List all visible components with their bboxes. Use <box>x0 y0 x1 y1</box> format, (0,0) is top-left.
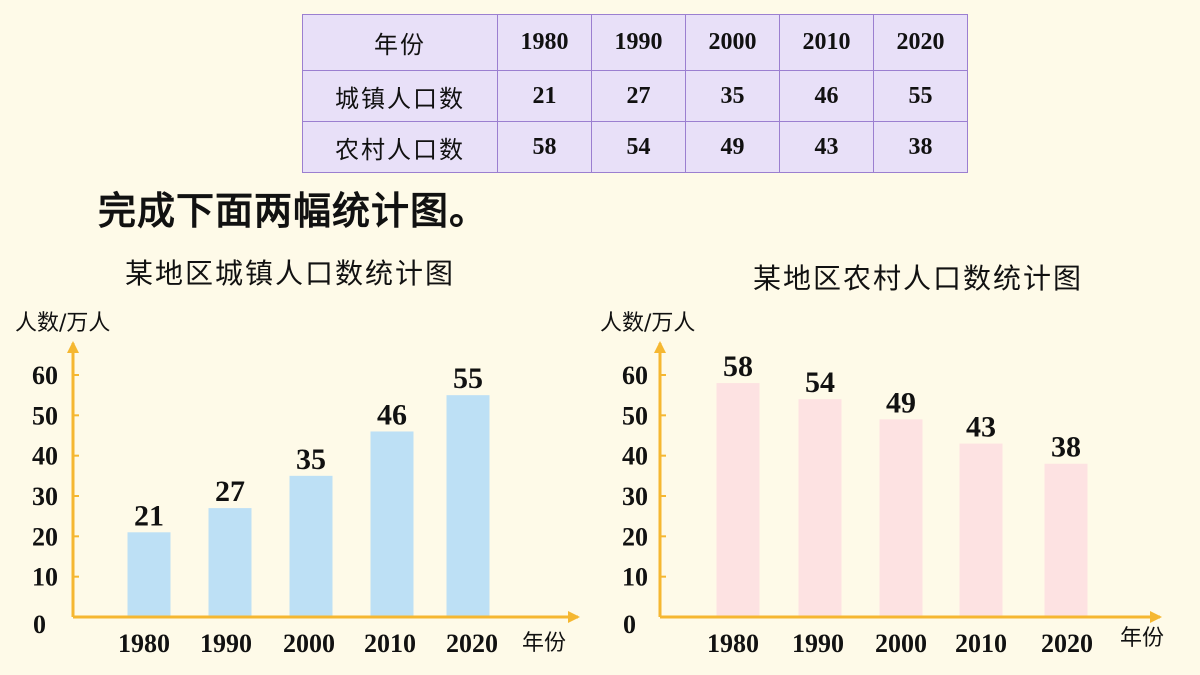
table-header-label: 年份 <box>302 14 498 71</box>
bar <box>798 399 842 617</box>
bar <box>1044 463 1088 617</box>
y-tick-label: 60 <box>622 361 648 390</box>
y-tick-label: 0 <box>33 610 46 639</box>
y-tick-label: 50 <box>622 401 648 430</box>
table-row-urban: 城镇人口数 21 27 35 46 55 <box>302 70 968 122</box>
x-tick-label: 2020 <box>446 629 498 658</box>
y-axis-label: 人数/万人 <box>15 311 110 336</box>
x-tick-label: 1980 <box>118 629 170 658</box>
y-tick-label: 60 <box>32 361 58 390</box>
bar <box>959 443 1003 617</box>
y-tick-label: 40 <box>32 442 58 471</box>
population-table: 年份 1980 1990 2000 2010 2020 城镇人口数 21 27 … <box>302 14 968 173</box>
y-tick-label: 40 <box>622 442 648 471</box>
y-tick-label: 20 <box>622 522 648 551</box>
bar-value-label: 35 <box>296 443 326 476</box>
bar-value-label: 54 <box>805 366 835 399</box>
bar-value-label: 43 <box>966 411 996 444</box>
x-axis-label: 年份 <box>1120 626 1164 651</box>
y-axis-label: 人数/万人 <box>600 311 695 336</box>
x-axis-label: 年份 <box>522 631 566 656</box>
y-tick-label: 30 <box>622 482 648 511</box>
table-year: 2020 <box>873 14 968 71</box>
table-cell: 38 <box>873 121 968 173</box>
table-cell: 35 <box>685 70 780 122</box>
y-axis-arrow <box>654 341 666 353</box>
table-cell: 55 <box>873 70 968 122</box>
x-axis-arrow <box>568 611 580 623</box>
table-year: 2000 <box>685 14 780 71</box>
y-tick-label: 50 <box>32 401 58 430</box>
table-cell: 58 <box>497 121 592 173</box>
y-tick-label: 0 <box>623 610 636 639</box>
table-row-label: 农村人口数 <box>302 121 498 173</box>
table-cell: 49 <box>685 121 780 173</box>
bar-value-label: 55 <box>453 362 483 395</box>
x-tick-label: 1990 <box>200 629 252 658</box>
table-row-label: 城镇人口数 <box>302 70 498 122</box>
bar-value-label: 21 <box>134 499 164 532</box>
x-tick-label: 2010 <box>955 629 1007 658</box>
chart-title: 某地区农村人口数统计图 <box>753 262 1083 295</box>
x-tick-label: 2000 <box>875 629 927 658</box>
bar-value-label: 46 <box>377 398 407 431</box>
table-cell: 27 <box>591 70 686 122</box>
table-year: 1990 <box>591 14 686 71</box>
bar-value-label: 27 <box>215 475 245 508</box>
x-tick-label: 1980 <box>707 629 759 658</box>
bar <box>289 475 333 617</box>
x-tick-label: 2020 <box>1041 629 1093 658</box>
bar-value-label: 49 <box>886 386 916 419</box>
bar-value-label: 58 <box>723 350 753 383</box>
table-cell: 54 <box>591 121 686 173</box>
y-axis-arrow <box>67 341 79 353</box>
bar <box>716 383 760 617</box>
bar <box>208 508 252 617</box>
x-tick-label: 1990 <box>792 629 844 658</box>
x-tick-label: 2000 <box>283 629 335 658</box>
table-cell: 43 <box>779 121 874 173</box>
x-axis-arrow <box>1150 611 1162 623</box>
bar-value-label: 38 <box>1051 431 1081 464</box>
table-row-rural: 农村人口数 58 54 49 43 38 <box>302 121 968 173</box>
table-cell: 21 <box>497 70 592 122</box>
bar <box>446 395 490 617</box>
y-tick-label: 30 <box>32 482 58 511</box>
y-tick-label: 20 <box>32 522 58 551</box>
table-year: 2010 <box>779 14 874 71</box>
y-tick-label: 10 <box>32 563 58 592</box>
x-tick-label: 2010 <box>364 629 416 658</box>
y-tick-label: 10 <box>622 563 648 592</box>
bar <box>127 532 171 617</box>
table-header-row: 年份 1980 1990 2000 2010 2020 <box>302 14 968 71</box>
instruction-text: 完成下面两幅统计图。 <box>98 189 489 233</box>
bar <box>370 431 414 617</box>
chart-title: 某地区城镇人口数统计图 <box>125 257 455 290</box>
bar <box>879 419 923 617</box>
